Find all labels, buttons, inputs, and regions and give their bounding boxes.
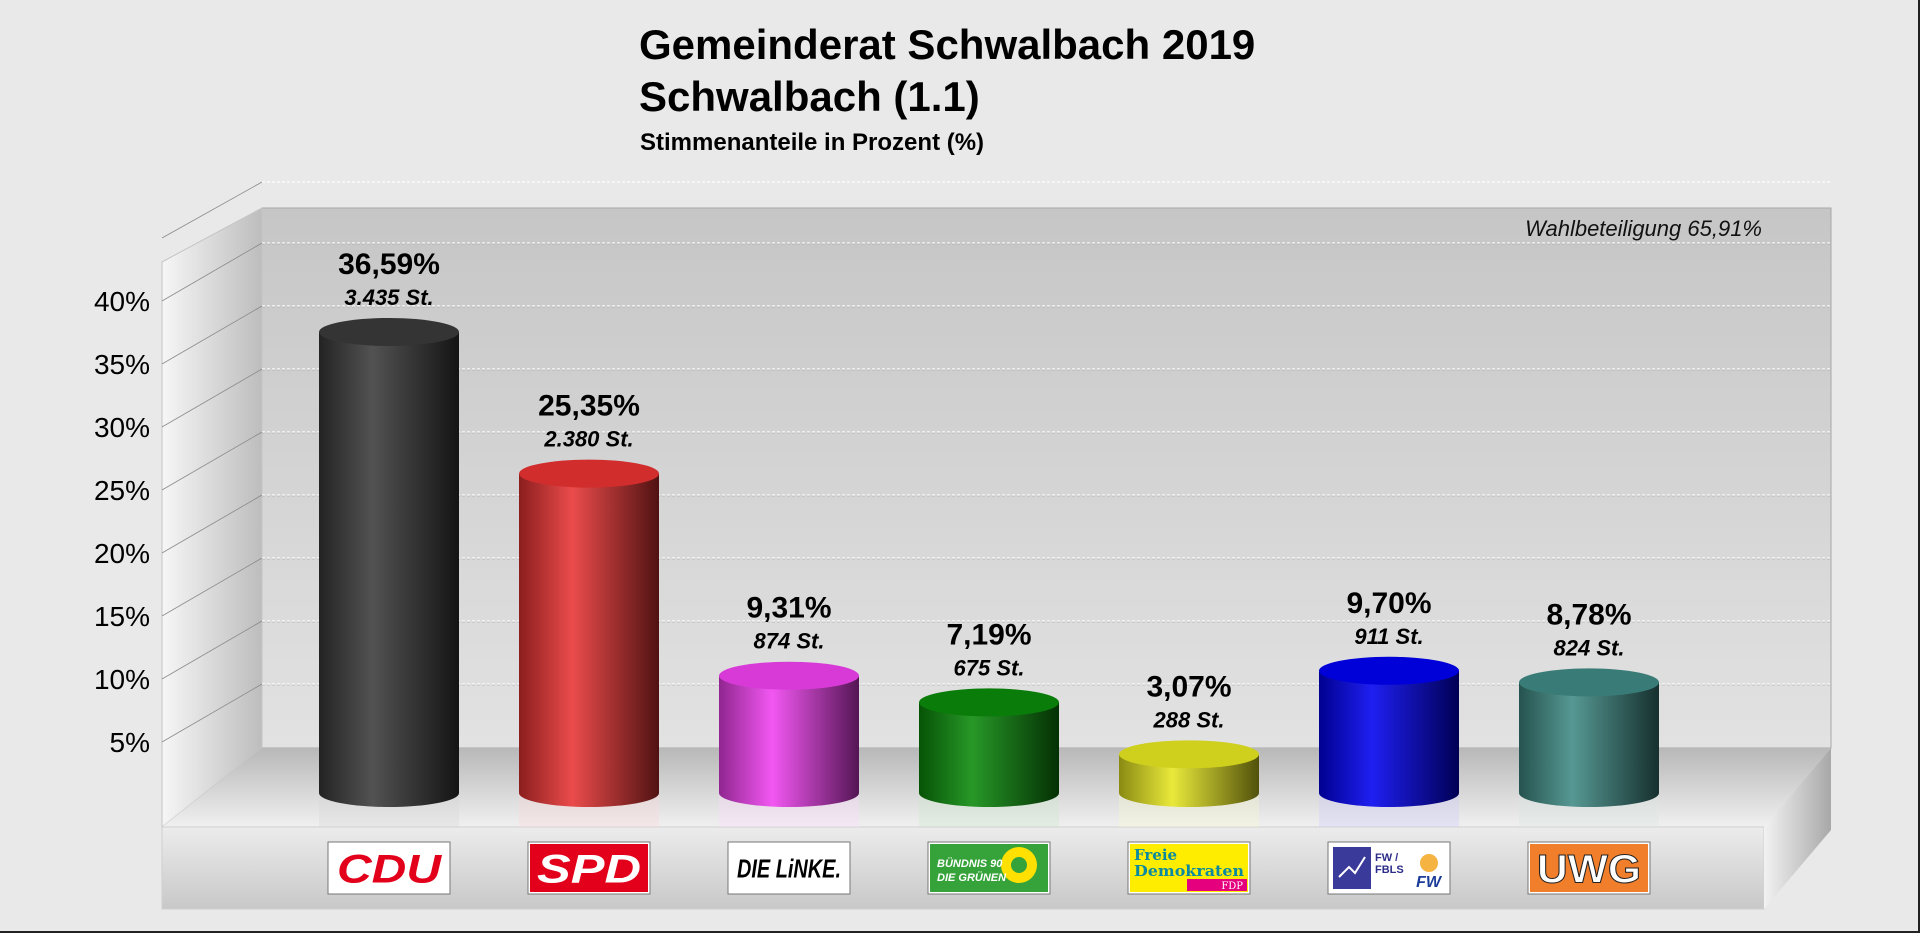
gridline-side [161,431,263,491]
y-tick-label: 5% [110,727,150,758]
chart-caption: Stimmenanteile in Prozent (%) [640,129,985,156]
left-wall [161,207,263,829]
bar-top [519,459,659,488]
bar-body [1519,682,1659,807]
turnout-annotation: Wahlbeteiligung 65,91% [1525,216,1762,241]
logo-text: DIE GRÜNEN [937,871,1007,884]
logo-background [730,844,848,892]
logo-text: UWG [1537,847,1641,891]
bars: 36,59% 3.435 St. 25,35% 2.380 St. 9,31% 874 S… [319,248,1659,827]
base-side [1764,748,1831,909]
logo-background [1530,844,1648,892]
bar-body [919,702,1059,807]
y-tick-label: 30% [94,412,150,443]
bar-7: 8,78% 824 St. [1519,598,1659,827]
bar-value-label: 36,59% [338,248,440,281]
logo-tag-bg [1187,879,1247,891]
bar-6: 9,70% 911 St. [1319,587,1459,827]
bar-votes-label: 824 St. [1554,635,1625,660]
bar-top [319,317,459,346]
bar-votes-label: 2.380 St. [543,427,633,452]
gridline-side [161,557,263,617]
gridline-side [161,620,263,680]
bar-value-label: 9,31% [746,592,831,625]
bar-top [719,661,859,690]
bar-votes-label: 288 St. [1153,707,1225,732]
back-wall [261,207,1832,749]
y-tick-label: 25% [94,475,150,506]
logo-text: CDU [337,847,442,891]
logo-text: DIE LiNKE. [737,853,841,883]
bar-1: 36,59% 3.435 St. [319,248,459,827]
logo-tag: FDP [1221,881,1243,892]
logo-spd: SPD [527,841,651,895]
bar-5: 3,07% 288 St. [1119,670,1259,827]
bar-value-label: 3,07% [1146,670,1231,703]
bar-body [719,675,859,807]
logo-text: SPD [537,847,641,891]
bar-top [1119,740,1259,769]
y-tick-label: 35% [94,349,150,380]
gridline-side [161,683,263,743]
fbls-icon [1333,847,1371,889]
bar-value-label: 25,35% [538,390,640,423]
bar-body [519,473,659,807]
logo-background [530,844,648,892]
bar-value-label: 9,70% [1346,587,1431,620]
bar-top [1319,656,1459,685]
logo-text: FW / [1375,852,1398,864]
bar-votes-label: 911 St. [1354,624,1423,649]
y-axis-labels: 5% 10% 15% 20% 25% 30% 35% 40% [94,286,150,758]
bar-top [1519,668,1659,697]
bar-value-label: 8,78% [1546,598,1631,631]
y-tick-label: 20% [94,538,150,569]
sunflower-center [1011,857,1027,873]
logo-text: Demokraten [1134,862,1244,880]
bar-votes-label: 675 St. [954,655,1025,680]
bar-4: 7,19% 675 St. [919,618,1059,827]
chart-title: Gemeinderat Schwalbach 2019 [639,21,1256,68]
gridline-side [161,242,263,302]
gridline-side [161,368,263,428]
logo-tag: FW [1416,874,1443,891]
gridline-side [161,305,263,365]
logo-fw-fbls: FW /FBLS FW [1327,841,1451,895]
bar-body [1119,754,1259,807]
y-tick-label: 15% [94,601,150,632]
logo-die-linke: DIE LiNKE. [727,841,851,895]
bar-body [319,331,459,807]
bar-votes-label: 3.435 St. [344,285,433,310]
bar-2: 25,35% 2.380 St. [519,390,659,827]
logo-cdu: CDU [327,841,451,895]
gridline-side [161,494,263,554]
gridline-side [161,181,263,239]
bar-3: 9,31% 874 St. [719,592,859,827]
logo-uwg: UWG [1527,841,1651,895]
bar-body [1319,670,1459,807]
bar-top [919,688,1059,717]
sun-icon [1420,854,1438,872]
logo-text: FBLS [1375,864,1404,876]
bar-votes-label: 874 St. [754,629,825,654]
bar-value-label: 7,19% [946,618,1031,651]
logo-background [330,844,448,892]
y-tick-label: 40% [94,286,150,317]
arrow-icon [1338,856,1366,878]
y-tick-label: 10% [94,664,150,695]
logo-text: BÜNDNIS 90 [937,857,1003,870]
logo-text: Freie [1134,846,1177,864]
chart-subtitle: Schwalbach (1.1) [639,73,980,120]
